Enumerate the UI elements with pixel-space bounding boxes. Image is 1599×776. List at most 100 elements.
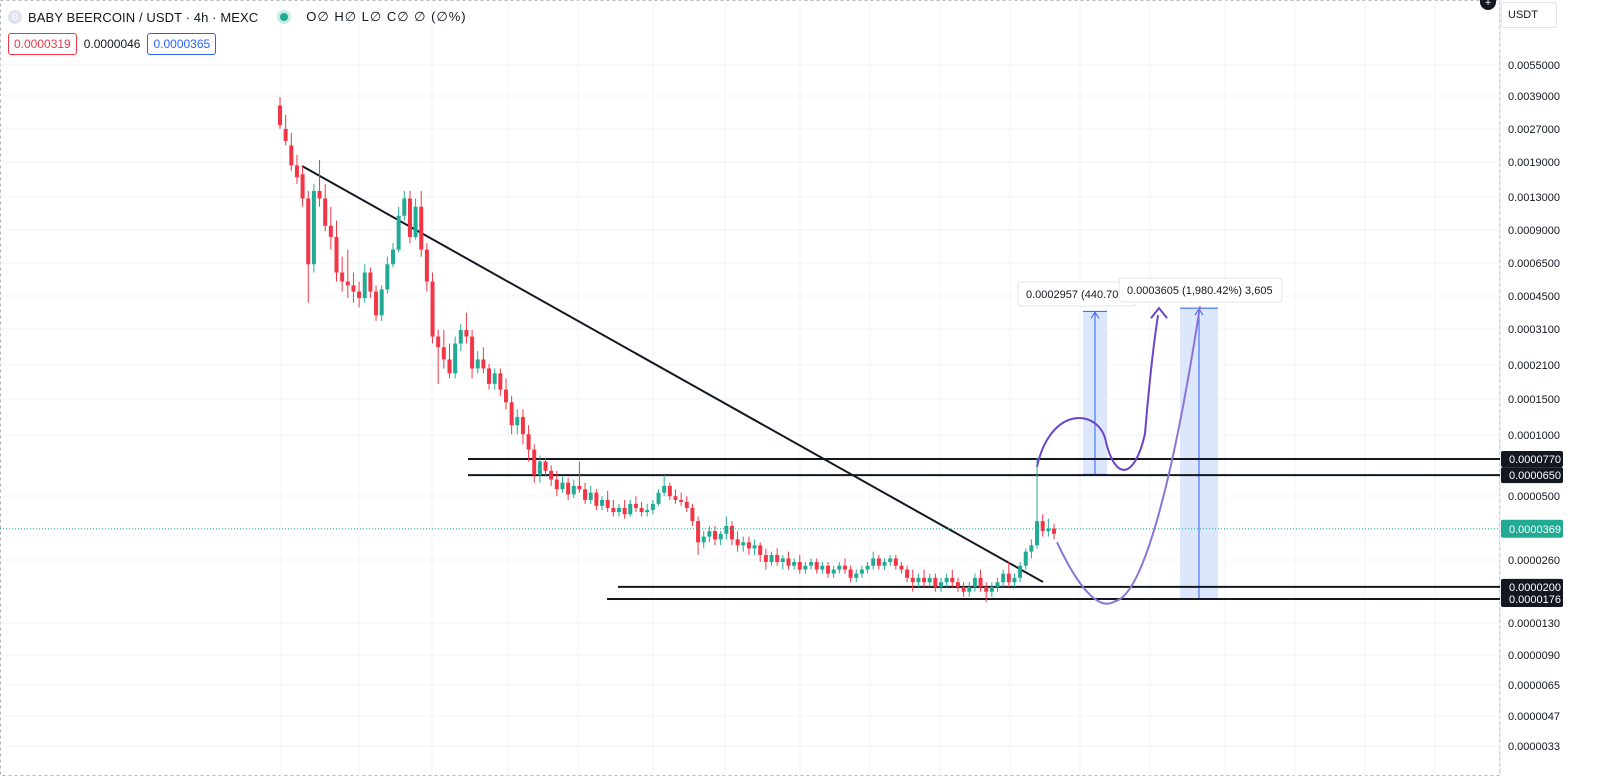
candle-down[interactable] (464, 329, 469, 337)
candle-down[interactable] (278, 105, 282, 126)
candle-down[interactable] (893, 558, 898, 566)
candle-down[interactable] (419, 206, 424, 250)
candle-up[interactable] (718, 533, 723, 540)
candle-up[interactable] (724, 525, 729, 534)
candle-up[interactable] (792, 561, 797, 566)
candle-up[interactable] (650, 503, 655, 510)
candle-up[interactable] (1012, 577, 1017, 583)
candle-up[interactable] (560, 482, 565, 490)
candle-up[interactable] (859, 569, 864, 574)
candle-up[interactable] (515, 416, 520, 426)
projected-path-short[interactable] (1036, 314, 1159, 471)
candle-down[interactable] (950, 577, 955, 583)
projected-path-long[interactable] (1056, 306, 1201, 605)
candle-down[interactable] (340, 272, 345, 282)
candle-down[interactable] (294, 165, 299, 178)
candle-down[interactable] (673, 496, 678, 500)
candle-down[interactable] (696, 521, 701, 543)
candle-down[interactable] (441, 347, 446, 360)
candle-down[interactable] (334, 236, 339, 273)
candle-up[interactable] (453, 343, 458, 374)
candle-up[interactable] (645, 509, 650, 513)
candle-up[interactable] (396, 215, 401, 250)
candle-up[interactable] (475, 359, 480, 369)
candle-up[interactable] (837, 565, 842, 570)
candle-down[interactable] (905, 569, 910, 578)
candle-down[interactable] (430, 281, 435, 337)
candle-down[interactable] (622, 507, 627, 515)
candle-down[interactable] (549, 470, 554, 480)
candle-down[interactable] (436, 336, 441, 348)
candle-down[interactable] (407, 198, 412, 237)
candle-down[interactable] (594, 492, 599, 506)
candle-up[interactable] (600, 499, 605, 506)
candle-down[interactable] (955, 582, 960, 587)
candle-up[interactable] (927, 577, 932, 583)
candle-down[interactable] (933, 577, 938, 587)
candle-down[interactable] (526, 434, 531, 450)
candle-down[interactable] (368, 272, 373, 292)
candle-down[interactable] (424, 249, 429, 282)
candle-down[interactable] (351, 285, 356, 292)
candle-down[interactable] (1052, 528, 1056, 534)
candle-up[interactable] (1001, 573, 1006, 583)
candle-down[interactable] (481, 359, 486, 369)
candle-down[interactable] (729, 525, 734, 540)
candle-down[interactable] (814, 561, 819, 570)
candle-down[interactable] (503, 389, 508, 403)
candle-up[interactable] (390, 249, 395, 265)
candle-up[interactable] (362, 272, 367, 299)
candle-up[interactable] (939, 582, 944, 587)
candle-up[interactable] (1023, 551, 1028, 566)
candle-down[interactable] (357, 291, 362, 299)
candle-up[interactable] (1018, 565, 1023, 578)
candle-down[interactable] (543, 461, 548, 471)
candle-up[interactable] (385, 264, 390, 290)
candle-down[interactable] (763, 554, 768, 562)
candle-up[interactable] (972, 577, 977, 587)
candle-up[interactable] (402, 198, 407, 216)
candle-down[interactable] (1040, 521, 1045, 532)
add-panel-plus-icon[interactable]: + (1480, 0, 1496, 10)
candle-up[interactable] (741, 542, 746, 546)
candle-up[interactable] (588, 492, 593, 500)
candle-up[interactable] (311, 190, 316, 265)
candle-down[interactable] (633, 503, 638, 508)
candle-up[interactable] (752, 545, 757, 549)
candle-up[interactable] (379, 289, 384, 316)
candle-down[interactable] (684, 501, 689, 508)
candle-down[interactable] (758, 545, 763, 555)
candle-down[interactable] (961, 586, 966, 592)
candle-down[interactable] (300, 174, 305, 199)
candle-down[interactable] (605, 499, 610, 508)
candle-up[interactable] (571, 485, 576, 495)
candle-up[interactable] (1029, 545, 1034, 552)
candle-down[interactable] (978, 577, 983, 587)
candle-down[interactable] (447, 359, 452, 374)
candle-up[interactable] (916, 577, 921, 583)
candle-up[interactable] (871, 558, 876, 566)
candle-up[interactable] (803, 565, 808, 570)
candle-down[interactable] (826, 565, 831, 574)
candle-up[interactable] (1046, 528, 1051, 532)
candle-down[interactable] (735, 539, 740, 546)
candle-up[interactable] (888, 558, 893, 562)
candle-up[interactable] (831, 569, 836, 574)
candle-down[interactable] (532, 449, 537, 476)
candle-down[interactable] (520, 416, 525, 435)
candle-up[interactable] (413, 206, 418, 237)
candle-up[interactable] (882, 561, 887, 566)
currency-select[interactable]: USDT (1501, 2, 1557, 28)
candle-up[interactable] (628, 503, 633, 515)
candle-up[interactable] (989, 586, 994, 592)
candle-up[interactable] (701, 536, 706, 543)
sell-price-button[interactable]: 0.0000319 (8, 33, 77, 55)
candle-down[interactable] (899, 565, 904, 570)
candle-down[interactable] (583, 489, 588, 500)
buy-price-button[interactable]: 0.0000365 (147, 33, 217, 55)
candle-up[interactable] (769, 554, 774, 562)
candle-down[interactable] (922, 577, 927, 583)
candle-down[interactable] (509, 402, 514, 426)
candle-down[interactable] (746, 542, 751, 549)
